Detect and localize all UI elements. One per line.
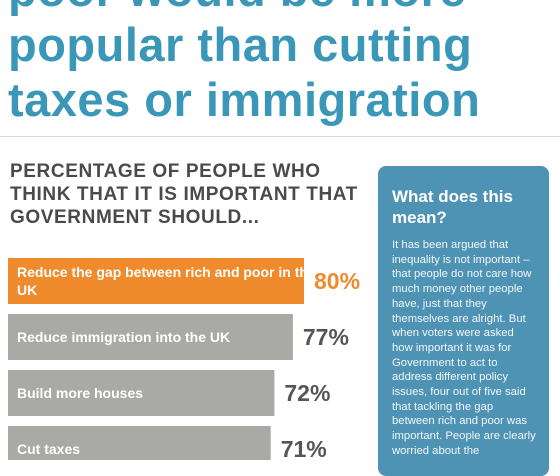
bar-chart: Reduce the gap between rich and poor in … (8, 258, 360, 460)
headline-line-1: poor would be more (8, 0, 560, 17)
sidebar-panel: What does this mean? It has been argued … (378, 166, 549, 476)
sidebar-body: It has been argued that inequality is no… (392, 239, 536, 457)
bar-value-label: 72% (284, 380, 330, 406)
bar-group: Reduce immigration into the UK 77% (8, 314, 349, 360)
bar (8, 258, 304, 304)
bar (8, 426, 271, 460)
headline-line-3: taxes or immigration (8, 73, 481, 126)
bar-group: Cut taxes 71% (8, 426, 327, 460)
headline: poor would be more popular than cutting … (8, 0, 560, 127)
bar-value-label: 71% (281, 436, 327, 460)
bar (8, 370, 275, 416)
bar-group: Build more houses 72% (8, 370, 330, 416)
bar-value-label: 77% (303, 324, 349, 350)
divider (0, 136, 560, 137)
bar-value-label: 80% (314, 268, 360, 294)
headline-line-2: popular than cutting (8, 18, 473, 71)
sidebar-title: What does this mean? (392, 187, 513, 227)
bar-label: Reduce the gap between rich and poor in … (17, 264, 316, 298)
bar-group: Reduce the gap between rich and poor in … (8, 258, 360, 304)
chart-subheading: PERCENTAGE OF PEOPLE WHO THINK THAT IT I… (10, 161, 358, 228)
bar (8, 314, 293, 360)
bar-label: Reduce immigration into the UK (17, 329, 230, 345)
bar-label: Cut taxes (17, 441, 80, 457)
bar-label: Build more houses (17, 385, 143, 401)
